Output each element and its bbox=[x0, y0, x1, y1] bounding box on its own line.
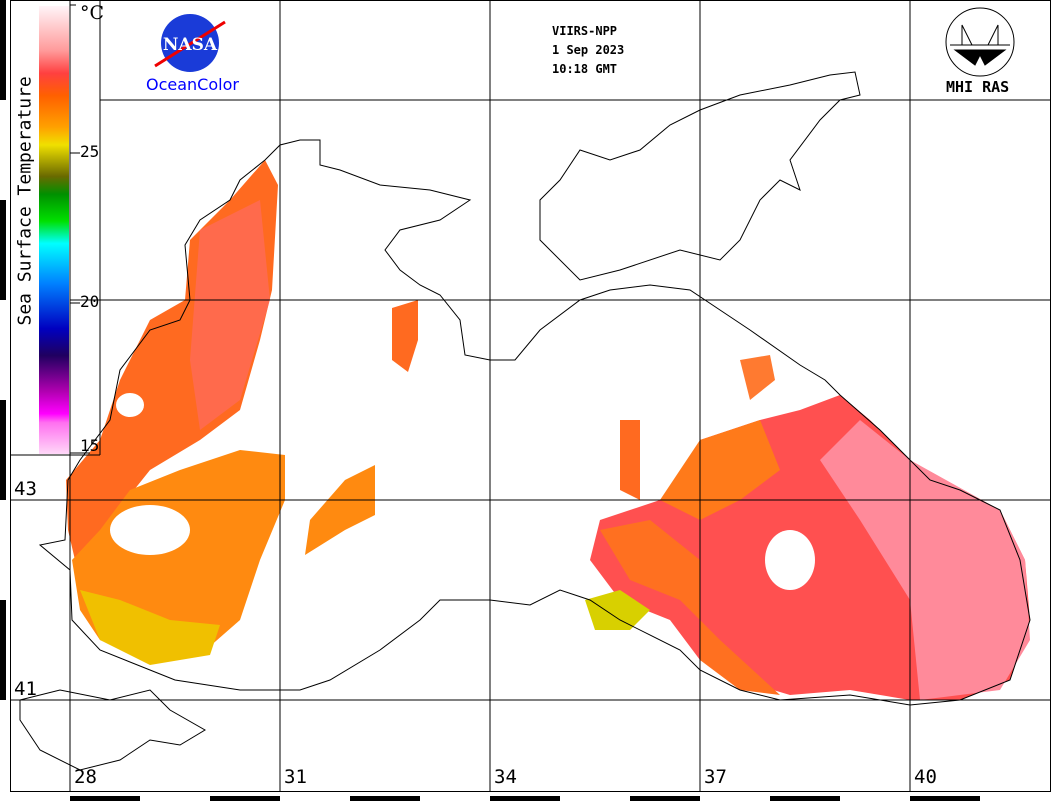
nasa-logo: NASA bbox=[154, 14, 226, 72]
lon-label-34: 34 bbox=[494, 766, 517, 788]
colorbar-tick-20: 20 bbox=[80, 292, 100, 311]
mhi-ras-caption: MHI RAS bbox=[946, 78, 1010, 96]
lat-label-43: 43 bbox=[14, 478, 37, 500]
lon-label-31: 31 bbox=[284, 766, 307, 788]
colorbar bbox=[39, 6, 69, 454]
lat-label-41: 41 bbox=[14, 678, 37, 700]
sst-central-patches bbox=[305, 300, 418, 555]
sensor-label: VIIRS-NPP bbox=[552, 24, 618, 38]
lon-label-40: 40 bbox=[914, 766, 937, 788]
scale-bar-bottom bbox=[70, 796, 980, 801]
mhi-ras-logo bbox=[945, 7, 1015, 77]
colorbar-title: Sea Surface Temperature bbox=[14, 76, 36, 326]
image-info: VIIRS-NPP 1 Sep 2023 10:18 GMT bbox=[552, 22, 624, 79]
colorbar-tick-25: 25 bbox=[80, 142, 100, 161]
colorbar-ticks bbox=[69, 4, 90, 454]
sst-west-shelf bbox=[66, 160, 285, 665]
date-label: 1 Sep 2023 bbox=[552, 43, 625, 57]
colorbar-tick-15: 15 bbox=[80, 436, 100, 455]
scale-bar-left bbox=[0, 0, 6, 700]
colorbar-unit: °C bbox=[80, 2, 105, 24]
oceancolor-caption: OceanColor bbox=[146, 75, 239, 94]
sst-east-basin bbox=[585, 355, 1030, 700]
time-label: 10:18 GMT bbox=[552, 62, 618, 76]
lon-label-28: 28 bbox=[74, 766, 97, 788]
graticule bbox=[10, 0, 1051, 792]
lon-label-37: 37 bbox=[704, 766, 727, 788]
svg-text:NASA: NASA bbox=[163, 35, 218, 55]
